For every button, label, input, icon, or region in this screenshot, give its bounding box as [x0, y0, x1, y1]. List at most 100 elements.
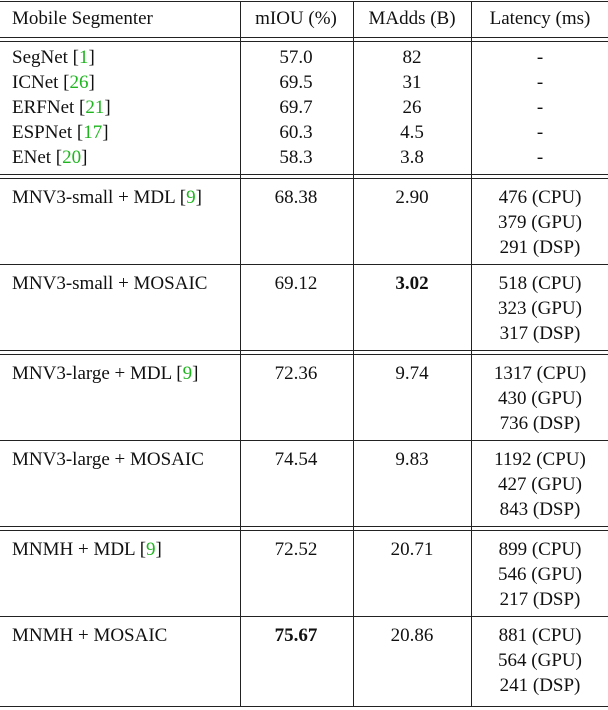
citation: 20	[62, 147, 82, 168]
miou-cell: 60.3	[279, 122, 313, 143]
model-text: MNV3-small + MDL [	[12, 187, 187, 208]
header-cell: Latency (ms)	[489, 8, 591, 29]
model-text: MNV3-large + MOSAIC	[12, 449, 204, 470]
model-cell: MNMH + MDL [9]	[12, 539, 162, 561]
latency-line: 317 (DSP)	[499, 323, 581, 344]
rule	[0, 440, 608, 442]
madds-cell: 4.5	[400, 122, 424, 143]
header-cell: mIOU (%)	[255, 8, 337, 29]
rule	[0, 526, 608, 528]
model-text: ESPNet [	[12, 122, 84, 143]
latency-line: 427 (GPU)	[498, 474, 582, 495]
latency-line: 1192 (CPU)	[494, 449, 586, 470]
model-text: MNMH + MDL [	[12, 539, 147, 560]
header-cell: MAdds (B)	[368, 8, 456, 29]
latency-line: 430 (GPU)	[498, 388, 582, 409]
miou-cell: 69.5	[279, 72, 313, 93]
model-text: ]	[81, 147, 88, 168]
model-text: ]	[88, 72, 95, 93]
model-text: ]	[88, 47, 95, 68]
citation: 9	[186, 187, 196, 208]
model-cell: SegNet [1]	[12, 47, 95, 69]
rule	[0, 616, 608, 618]
latency-line: 546 (GPU)	[498, 564, 582, 585]
miou-cell: 69.7	[279, 97, 313, 118]
model-text: SegNet [	[12, 47, 80, 68]
latency-line: -	[536, 72, 544, 93]
model-text: ]	[195, 187, 202, 208]
citation: 26	[69, 72, 89, 93]
latency-line: 518 (CPU)	[498, 273, 582, 294]
latency-line: 899 (CPU)	[498, 539, 582, 560]
miou-cell: 75.67	[274, 625, 318, 646]
madds-cell: 3.8	[400, 147, 424, 168]
model-text: MNV3-small + MOSAIC	[12, 273, 208, 294]
rule	[0, 37, 608, 39]
latency-line: 881 (CPU)	[498, 625, 582, 646]
latency-line: 564 (GPU)	[498, 650, 582, 671]
latency-line: -	[536, 122, 544, 143]
latency-line: 843 (DSP)	[499, 499, 581, 520]
rule	[0, 530, 608, 532]
rule	[0, 41, 608, 43]
model-cell: MNV3-small + MDL [9]	[12, 187, 202, 209]
model-cell: ERFNet [21]	[12, 97, 111, 119]
rule	[0, 178, 608, 180]
miou-cell: 58.3	[279, 147, 313, 168]
madds-cell: 31	[402, 72, 422, 93]
model-cell: MNV3-small + MOSAIC	[12, 273, 207, 295]
model-text: ]	[155, 539, 162, 560]
rule	[0, 350, 608, 352]
model-cell: MNV3-large + MDL [9]	[12, 363, 198, 385]
column-rule	[353, 1, 354, 706]
madds-cell: 2.90	[395, 187, 429, 208]
citation: 9	[182, 363, 193, 384]
model-cell: MNMH + MOSAIC	[12, 625, 167, 647]
rule	[0, 1, 608, 3]
madds-cell: 26	[402, 97, 422, 118]
model-text: MNMH + MOSAIC	[12, 625, 168, 646]
model-text: ]	[104, 97, 111, 118]
miou-cell: 69.12	[274, 273, 318, 294]
latency-line: -	[536, 147, 544, 168]
miou-cell: 57.0	[279, 47, 313, 68]
latency-line: 1317 (CPU)	[493, 363, 587, 384]
rule	[0, 354, 608, 356]
madds-cell: 9.74	[395, 363, 429, 384]
latency-line: 476 (CPU)	[498, 187, 582, 208]
madds-cell: 82	[402, 47, 422, 68]
rule	[0, 264, 608, 266]
madds-cell: 20.71	[390, 539, 434, 560]
madds-cell: 9.83	[395, 449, 429, 470]
column-rule	[471, 1, 472, 706]
madds-cell: 3.02	[395, 273, 429, 294]
model-cell: ESPNet [17]	[12, 122, 109, 144]
model-text: ]	[192, 363, 199, 384]
latency-line: 241 (DSP)	[499, 675, 581, 696]
citation: 21	[85, 97, 105, 118]
miou-cell: 72.36	[274, 363, 318, 384]
header-cell: Mobile Segmenter	[12, 8, 153, 29]
miou-cell: 74.54	[274, 449, 318, 470]
model-cell: ICNet [26]	[12, 72, 95, 94]
rule	[0, 174, 608, 176]
model-text: ENet [	[12, 147, 63, 168]
latency-line: 291 (DSP)	[499, 237, 581, 258]
madds-cell: 20.86	[390, 625, 434, 646]
miou-cell: 72.52	[274, 539, 318, 560]
model-text: ]	[102, 122, 109, 143]
model-cell: MNV3-large + MOSAIC	[12, 449, 204, 471]
citation: 1	[79, 47, 89, 68]
rule	[0, 706, 608, 708]
column-rule	[240, 1, 241, 706]
latency-line: -	[536, 97, 544, 118]
latency-line: 217 (DSP)	[499, 589, 581, 610]
latency-line: 736 (DSP)	[499, 413, 581, 434]
citation: 9	[146, 539, 156, 560]
miou-cell: 68.38	[274, 187, 318, 208]
latency-line: 379 (GPU)	[498, 212, 582, 233]
citation: 17	[83, 122, 103, 143]
model-text: ERFNet [	[12, 97, 86, 118]
model-text: ICNet [	[12, 72, 70, 93]
